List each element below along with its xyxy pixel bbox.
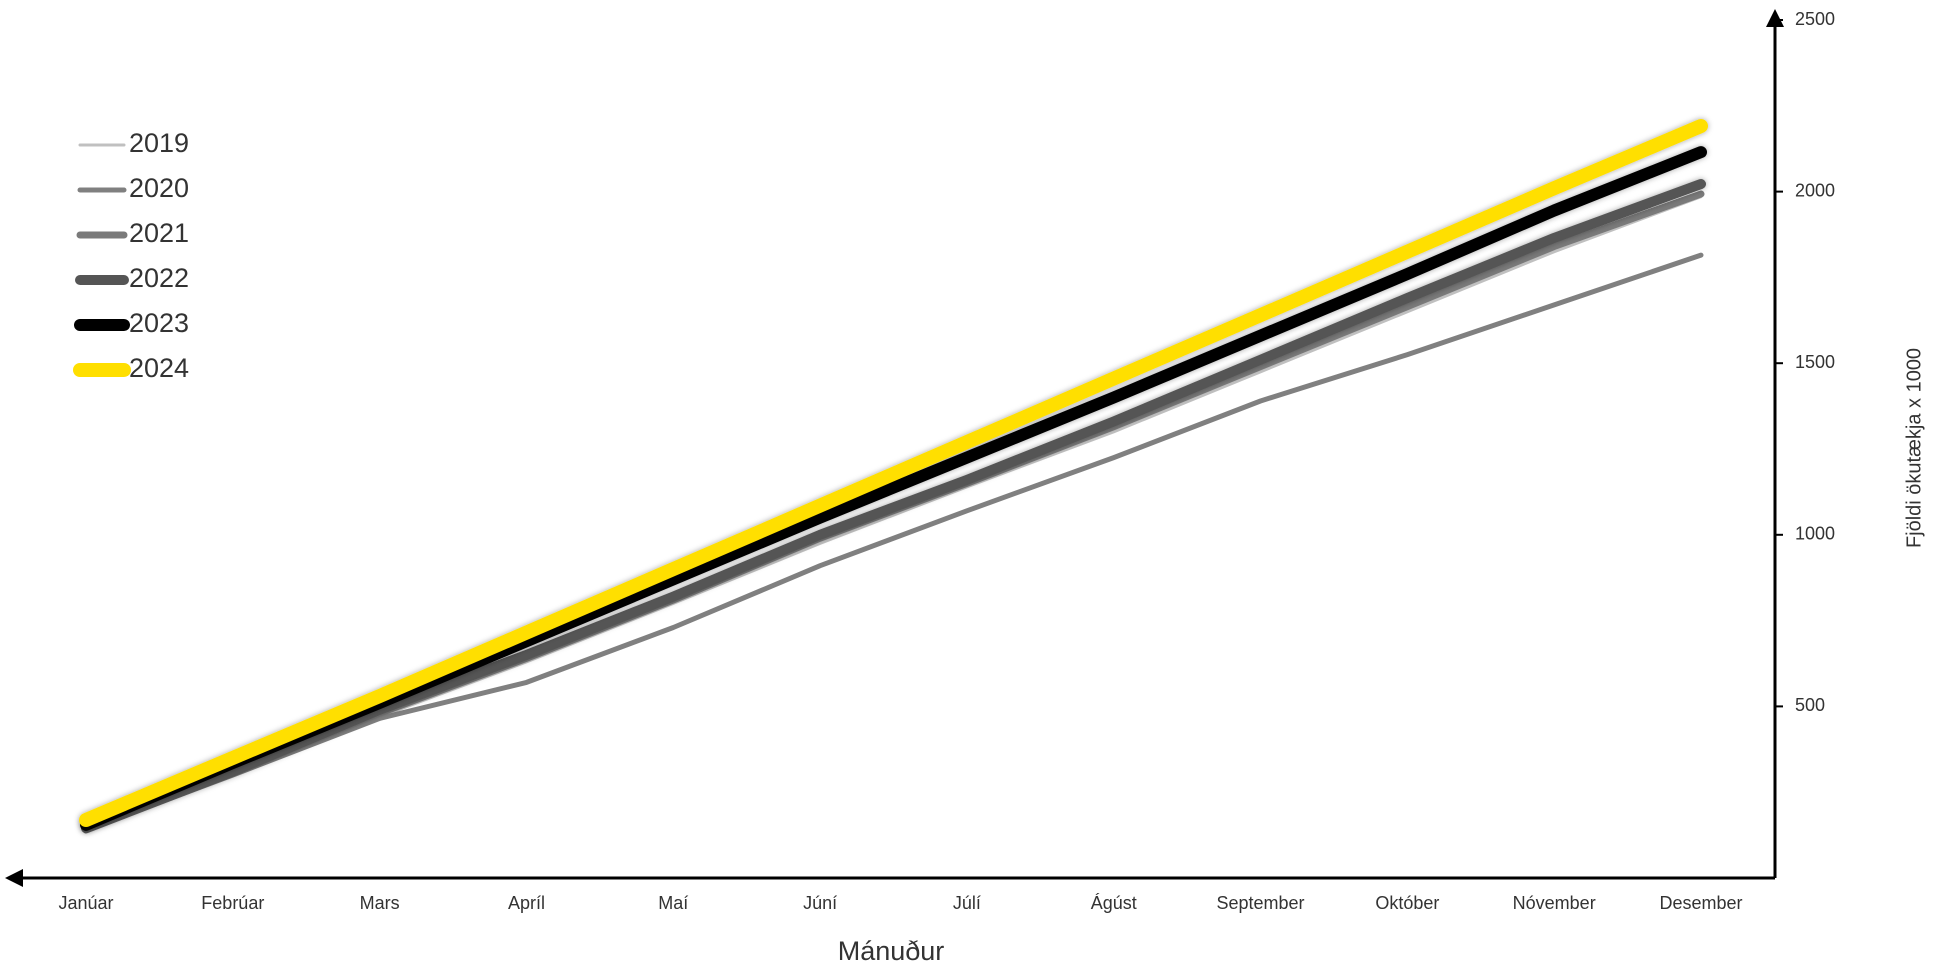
y-tick-label: 500: [1795, 695, 1825, 715]
legend-label: 2024: [129, 353, 189, 383]
x-tick-label: Júní: [803, 893, 837, 913]
x-tick-label: Nóvember: [1513, 893, 1596, 913]
x-tick-label: Október: [1375, 893, 1439, 913]
y-tick-label: 2500: [1795, 9, 1835, 29]
x-tick-label: Maí: [658, 893, 688, 913]
x-tick-label: Janúar: [58, 893, 113, 913]
series-line: [79, 119, 1708, 827]
x-tick-label: September: [1217, 893, 1305, 913]
y-tick-label: 1500: [1795, 352, 1835, 372]
legend-label: 2023: [129, 308, 189, 338]
x-tick-label: Mars: [360, 893, 400, 913]
y-axis-title: Fjöldi ökutækja x 1000: [1903, 348, 1925, 548]
series-line: [81, 179, 1706, 834]
x-tick-label: Apríl: [508, 893, 545, 913]
x-tick-label: Desember: [1659, 893, 1742, 913]
x-tick-label: Ágúst: [1091, 893, 1137, 913]
legend-label: 2020: [129, 173, 189, 203]
x-tick-label: Febrúar: [201, 893, 264, 913]
legend-label: 2021: [129, 218, 189, 248]
series-line: [83, 252, 1704, 833]
legend-label: 2022: [129, 263, 189, 293]
y-tick-label: 1000: [1795, 524, 1835, 544]
legend-label: 2019: [129, 128, 189, 158]
x-tick-label: Júlí: [953, 893, 981, 913]
y-tick-label: 2000: [1795, 180, 1835, 200]
x-axis-title: Mánuður: [838, 936, 945, 966]
